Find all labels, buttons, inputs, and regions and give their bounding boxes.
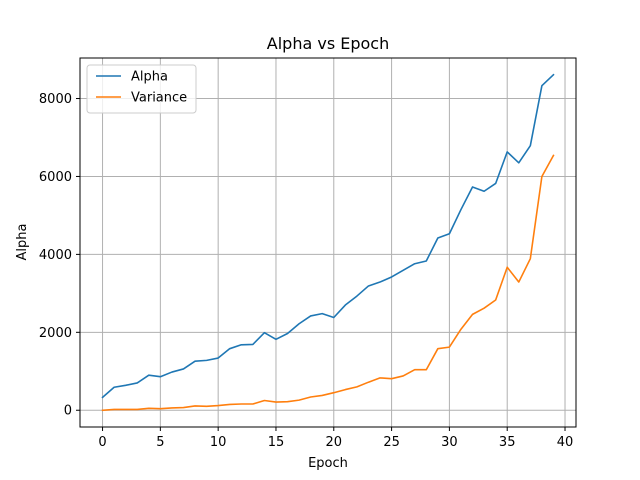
plot-frame xyxy=(79,57,577,428)
x-axis-ticks: 0 5 10 15 20 25 30 35 40 xyxy=(98,427,573,450)
x-tick-label: 15 xyxy=(268,435,285,450)
x-axis-label: Epoch xyxy=(308,456,348,471)
x-tick-label: 30 xyxy=(441,435,458,450)
chart-title: Alpha vs Epoch xyxy=(267,34,389,53)
y-tick-label: 2000 xyxy=(39,326,72,341)
legend-box xyxy=(86,64,197,114)
x-tick-label: 40 xyxy=(557,435,574,450)
x-tick-label: 0 xyxy=(98,435,106,450)
legend-label-alpha: Alpha xyxy=(131,70,168,85)
x-tick-label: 5 xyxy=(156,435,164,450)
series-layer xyxy=(101,73,555,412)
x-tick-label: 25 xyxy=(383,435,400,450)
series-line-alpha xyxy=(101,73,555,399)
y-tick-label: 6000 xyxy=(39,170,72,185)
y-tick-label: 0 xyxy=(64,404,72,419)
legend-label-variance: Variance xyxy=(131,91,187,106)
y-axis-ticks: 0 2000 4000 6000 8000 xyxy=(39,92,80,419)
series-line-variance xyxy=(101,154,555,412)
x-tick-label: 20 xyxy=(326,435,343,450)
y-axis-label: Alpha xyxy=(15,224,30,261)
x-tick-label: 10 xyxy=(210,435,227,450)
y-tick-label: 8000 xyxy=(39,92,72,107)
legend: Alpha Variance xyxy=(86,64,197,114)
grid xyxy=(80,58,576,427)
y-tick-label: 4000 xyxy=(39,248,72,263)
x-tick-label: 35 xyxy=(499,435,516,450)
